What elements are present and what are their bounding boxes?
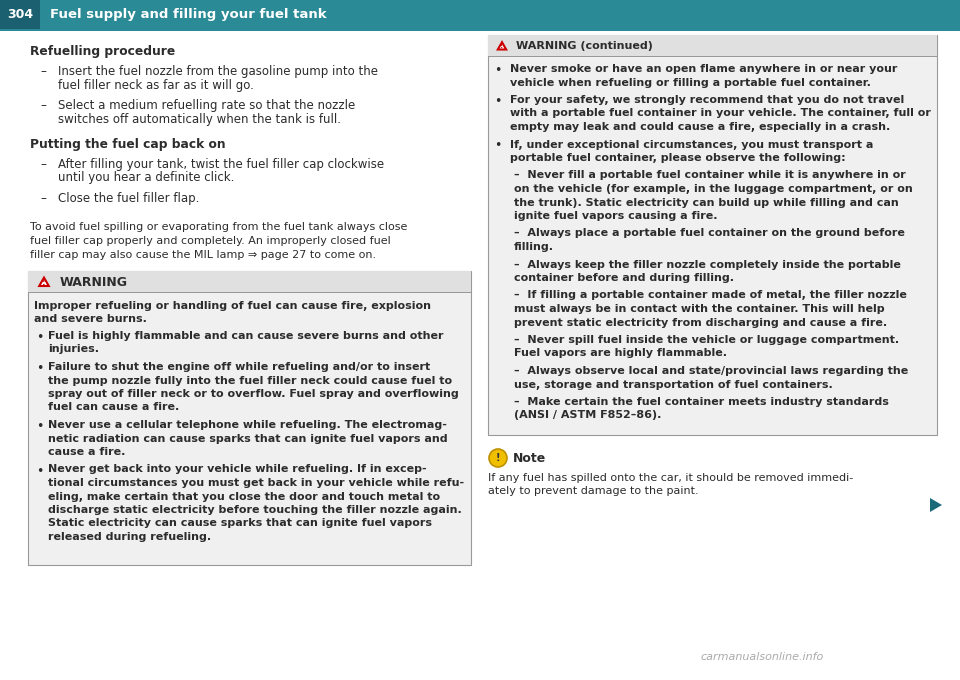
Text: until you hear a definite click.: until you hear a definite click. bbox=[58, 171, 234, 184]
Text: vehicle when refueling or filling a portable fuel container.: vehicle when refueling or filling a port… bbox=[510, 78, 871, 88]
Text: Fuel supply and filling your fuel tank: Fuel supply and filling your fuel tank bbox=[50, 8, 326, 21]
Text: Improper refueling or handling of fuel can cause fire, explosion: Improper refueling or handling of fuel c… bbox=[34, 301, 431, 311]
Text: •: • bbox=[36, 464, 43, 477]
Text: and severe burns.: and severe burns. bbox=[34, 314, 147, 324]
Text: Never get back into your vehicle while refueling. If in excep-: Never get back into your vehicle while r… bbox=[48, 464, 426, 475]
Text: fuel filler cap properly and completely. An improperly closed fuel: fuel filler cap properly and completely.… bbox=[30, 236, 391, 246]
Text: carmanualsonline.info: carmanualsonline.info bbox=[700, 652, 824, 662]
Text: After filling your tank, twist the fuel filler cap clockwise: After filling your tank, twist the fuel … bbox=[58, 158, 384, 171]
Text: fuel filler neck as far as it will go.: fuel filler neck as far as it will go. bbox=[58, 78, 253, 92]
Bar bbox=[488, 56, 937, 57]
Text: •: • bbox=[36, 331, 43, 344]
Text: netic radiation can cause sparks that can ignite fuel vapors and: netic radiation can cause sparks that ca… bbox=[48, 434, 447, 443]
Text: the pump nozzle fully into the fuel filler neck could cause fuel to: the pump nozzle fully into the fuel fill… bbox=[48, 375, 452, 386]
Polygon shape bbox=[930, 498, 942, 512]
Text: the trunk). Static electricity can build up while filling and can: the trunk). Static electricity can build… bbox=[514, 197, 899, 207]
Text: use, storage and transportation of fuel containers.: use, storage and transportation of fuel … bbox=[514, 379, 832, 390]
Text: •: • bbox=[494, 95, 501, 108]
Text: ately to prevent damage to the paint.: ately to prevent damage to the paint. bbox=[488, 486, 699, 496]
Text: –  Never fill a portable fuel container while it is anywhere in or: – Never fill a portable fuel container w… bbox=[514, 171, 905, 180]
Text: released during refueling.: released during refueling. bbox=[48, 532, 211, 542]
Text: with a portable fuel container in your vehicle. The container, full or: with a portable fuel container in your v… bbox=[510, 109, 931, 118]
Text: If, under exceptional circumstances, you must transport a: If, under exceptional circumstances, you… bbox=[510, 139, 874, 150]
Text: •: • bbox=[36, 362, 43, 375]
Text: For your safety, we strongly recommend that you do not travel: For your safety, we strongly recommend t… bbox=[510, 95, 904, 105]
Text: fuel can cause a fire.: fuel can cause a fire. bbox=[48, 403, 180, 413]
Bar bbox=[490, 30, 960, 31]
Bar bbox=[28, 271, 471, 293]
Text: •: • bbox=[494, 64, 501, 77]
Text: !: ! bbox=[42, 278, 46, 287]
Text: cause a fire.: cause a fire. bbox=[48, 447, 126, 457]
Text: WARNING (continued): WARNING (continued) bbox=[516, 41, 653, 51]
Text: –  Always keep the filler nozzle completely inside the portable: – Always keep the filler nozzle complete… bbox=[514, 260, 900, 269]
Text: Putting the fuel cap back on: Putting the fuel cap back on bbox=[30, 138, 226, 151]
Text: –: – bbox=[40, 99, 46, 112]
Bar bbox=[0, 0, 40, 29]
Text: –  Always observe local and state/provincial laws regarding the: – Always observe local and state/provinc… bbox=[514, 366, 908, 376]
Polygon shape bbox=[498, 42, 506, 50]
Text: Note: Note bbox=[513, 452, 546, 464]
Text: Static electricity can cause sparks that can ignite fuel vapors: Static electricity can cause sparks that… bbox=[48, 518, 432, 528]
Text: –  If filling a portable container made of metal, the filler nozzle: – If filling a portable container made o… bbox=[514, 290, 907, 301]
Bar bbox=[28, 292, 471, 293]
Text: –: – bbox=[40, 65, 46, 78]
Text: Never use a cellular telephone while refueling. The electromag-: Never use a cellular telephone while ref… bbox=[48, 420, 446, 430]
Text: ignite fuel vapors causing a fire.: ignite fuel vapors causing a fire. bbox=[514, 211, 717, 221]
Bar bbox=[28, 271, 471, 564]
Bar bbox=[0, 0, 960, 29]
Text: tional circumstances you must get back in your vehicle while refu-: tional circumstances you must get back i… bbox=[48, 478, 464, 488]
Text: !: ! bbox=[495, 453, 500, 463]
Text: –  Make certain the fuel container meets industry standards: – Make certain the fuel container meets … bbox=[514, 397, 889, 407]
Text: –: – bbox=[40, 158, 46, 171]
Text: Close the fuel filler flap.: Close the fuel filler flap. bbox=[58, 192, 200, 205]
Text: Refuelling procedure: Refuelling procedure bbox=[30, 45, 176, 58]
Text: on the vehicle (for example, in the luggage compartment, or on: on the vehicle (for example, in the lugg… bbox=[514, 184, 913, 194]
Text: –: – bbox=[40, 192, 46, 205]
Text: discharge static electricity before touching the filler nozzle again.: discharge static electricity before touc… bbox=[48, 505, 462, 515]
Text: If any fuel has spilled onto the car, it should be removed immedi-: If any fuel has spilled onto the car, it… bbox=[488, 473, 853, 483]
Text: empty may leak and could cause a fire, especially in a crash.: empty may leak and could cause a fire, e… bbox=[510, 122, 890, 132]
Text: Failure to shut the engine off while refueling and/or to insert: Failure to shut the engine off while ref… bbox=[48, 362, 430, 372]
Text: injuries.: injuries. bbox=[48, 345, 99, 354]
Text: portable fuel container, please observe the following:: portable fuel container, please observe … bbox=[510, 153, 846, 163]
Text: WARNING: WARNING bbox=[60, 275, 128, 288]
Text: To avoid fuel spilling or evaporating from the fuel tank always close: To avoid fuel spilling or evaporating fr… bbox=[30, 222, 407, 233]
Circle shape bbox=[489, 449, 507, 467]
Text: eling, make certain that you close the door and touch metal to: eling, make certain that you close the d… bbox=[48, 492, 440, 502]
Text: filling.: filling. bbox=[514, 242, 554, 252]
Text: Fuel is highly flammable and can cause severe burns and other: Fuel is highly flammable and can cause s… bbox=[48, 331, 444, 341]
Text: –  Never spill fuel inside the vehicle or luggage compartment.: – Never spill fuel inside the vehicle or… bbox=[514, 335, 900, 345]
Text: Never smoke or have an open flame anywhere in or near your: Never smoke or have an open flame anywhe… bbox=[510, 64, 898, 74]
Bar bbox=[0, 29, 960, 31]
Bar bbox=[488, 35, 937, 435]
Text: –  Always place a portable fuel container on the ground before: – Always place a portable fuel container… bbox=[514, 228, 905, 239]
Polygon shape bbox=[39, 277, 49, 286]
Text: must always be in contact with the container. This will help: must always be in contact with the conta… bbox=[514, 304, 884, 314]
Text: •: • bbox=[494, 139, 501, 152]
Text: Fuel vapors are highly flammable.: Fuel vapors are highly flammable. bbox=[514, 348, 727, 358]
Bar bbox=[488, 35, 937, 57]
Text: Insert the fuel nozzle from the gasoline pump into the: Insert the fuel nozzle from the gasoline… bbox=[58, 65, 378, 78]
Text: spray out of filler neck or to overflow. Fuel spray and overflowing: spray out of filler neck or to overflow.… bbox=[48, 389, 459, 399]
Text: 304: 304 bbox=[7, 8, 33, 21]
Text: prevent static electricity from discharging and cause a fire.: prevent static electricity from discharg… bbox=[514, 318, 887, 328]
Text: container before and during filling.: container before and during filling. bbox=[514, 273, 734, 283]
Text: •: • bbox=[36, 420, 43, 433]
Text: Select a medium refuelling rate so that the nozzle: Select a medium refuelling rate so that … bbox=[58, 99, 355, 112]
Text: (ANSI / ASTM F852–86).: (ANSI / ASTM F852–86). bbox=[514, 411, 661, 420]
Text: switches off automatically when the tank is full.: switches off automatically when the tank… bbox=[58, 112, 341, 126]
Text: !: ! bbox=[500, 44, 504, 50]
Text: filler cap may also cause the MIL lamp ⇒ page 27 to come on.: filler cap may also cause the MIL lamp ⇒… bbox=[30, 250, 376, 260]
